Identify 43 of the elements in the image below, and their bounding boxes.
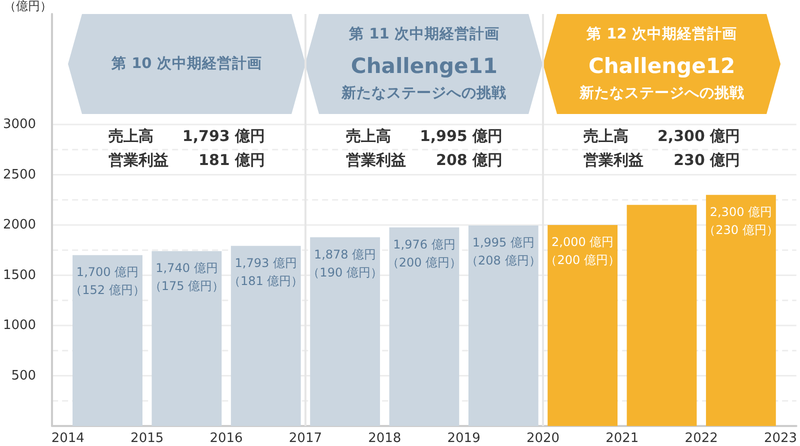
x-tick-label: 2021 (606, 431, 639, 446)
bar (72, 255, 142, 426)
bar (152, 251, 222, 426)
bar (468, 226, 538, 426)
y-tick-label: 500 (11, 368, 36, 384)
y-axis-title: （億円） (4, 0, 52, 13)
bar (626, 204, 697, 426)
data-label: 2,000 億円（200 億円） (545, 235, 620, 268)
annotation: 第 10 次中期経営計画 (110, 55, 262, 72)
y-tick-label: 1000 (2, 318, 36, 334)
text: 営業利益 230 億円 (583, 151, 740, 169)
bar (389, 227, 460, 426)
bar (230, 246, 301, 426)
y-tick-label: 2500 (2, 167, 36, 182)
text: 営業利益 181 億円 (108, 151, 266, 169)
x-tick-label: 2022 (684, 431, 718, 446)
data-label: 1,793 億円（181 億円） (228, 256, 304, 288)
y-tick-label: 1500 (2, 268, 36, 283)
text: 営業利益 208 億円 (346, 151, 503, 169)
x-tick-label: 2016 (210, 431, 243, 446)
data-label: 1,995 億円（208 億円） (466, 236, 541, 268)
y-tick-label: 2000 (2, 218, 36, 233)
bar (310, 237, 380, 426)
bar (548, 225, 618, 426)
x-tick-label: 2014 (51, 431, 84, 446)
data-label: 2,300 億円（230 億円） (704, 204, 778, 237)
data-label: 1,976 億円（200 億円） (386, 237, 462, 270)
text: 売上高 1,793 億円 (108, 127, 266, 145)
annotation: 第 11 次中期経営計画 Challenge11 新たなステージへの挑戦 (340, 26, 507, 102)
x-tick-label: 2023 (764, 431, 798, 446)
data-label: 1,740 億円（175 億円） (149, 261, 224, 294)
x-tick-label: 2015 (130, 431, 164, 446)
x-tick-label: 2019 (447, 431, 480, 446)
data-label: 1,878 億円（190 億円） (308, 247, 382, 280)
annotation: 第 12 次中期経営計画 Challenge12 新たなステージへの挑戦 (578, 26, 744, 102)
x-tick-label: 2018 (368, 431, 402, 446)
y-tick-label: 3000 (2, 117, 36, 132)
data-label: 1,700 億円（152 億円） (70, 265, 145, 298)
x-tick-label: 2017 (288, 431, 322, 446)
text: 売上高 2,300 億円 (583, 127, 740, 145)
bar (706, 194, 776, 426)
text: 売上高 1,995 億円 (346, 127, 503, 145)
x-tick-label: 2020 (526, 431, 560, 446)
